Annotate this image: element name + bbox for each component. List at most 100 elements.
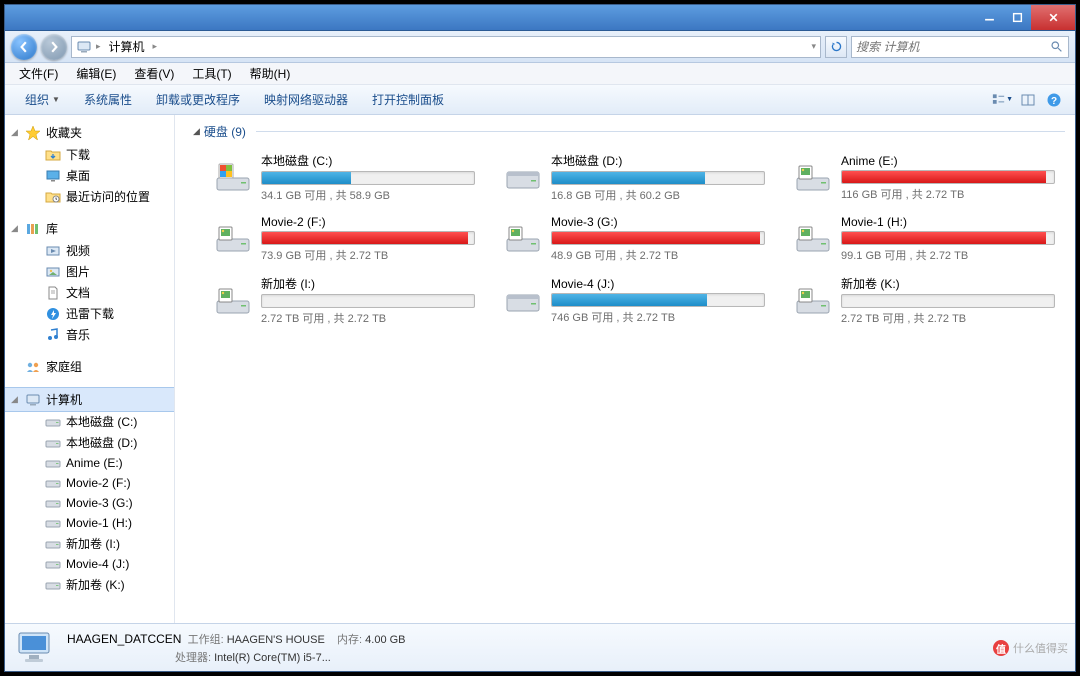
sidebar-libraries-label: 库 [46, 220, 58, 237]
drive-item[interactable]: 本地磁盘 (C:) 34.1 GB 可用 , 共 58.9 GB [209, 146, 479, 209]
desktop-icon [45, 168, 61, 184]
refresh-button[interactable] [825, 36, 847, 58]
sidebar-item-label: 新加卷 (I:) [66, 535, 120, 552]
sidebar-item-label: 本地磁盘 (C:) [66, 413, 137, 430]
breadcrumb-sep: ▸ [96, 41, 101, 52]
close-button[interactable] [1031, 5, 1075, 30]
drive-item[interactable]: Movie-3 (G:) 48.9 GB 可用 , 共 2.72 TB [499, 209, 769, 269]
drive-item[interactable]: Anime (E:) 116 GB 可用 , 共 2.72 TB [789, 146, 1059, 209]
sidebar-item-label: Movie-4 (J:) [66, 557, 129, 571]
sidebar-item-recent[interactable]: 最近访问的位置 [5, 186, 174, 207]
drive-small-icon [45, 475, 61, 491]
maximize-button[interactable] [1003, 5, 1031, 30]
sidebar-item-video[interactable]: 视频 [5, 240, 174, 261]
drive-icon [503, 219, 543, 259]
sidebar-item-drive[interactable]: Anime (E:) [5, 453, 174, 473]
drive-free: 48.9 GB 可用 , 共 2.72 TB [551, 247, 765, 263]
computer-large-icon [15, 629, 57, 667]
drive-icon [793, 158, 833, 198]
cpu-value: Intel(R) Core(TM) i5-7... [214, 652, 331, 664]
sidebar-homegroup-label: 家庭组 [46, 358, 82, 375]
sidebar-computer-head[interactable]: ◢计算机 [5, 388, 174, 411]
menu-file[interactable]: 文件(F) [11, 63, 66, 84]
drive-bar [261, 294, 475, 308]
sidebar-item-drive[interactable]: 本地磁盘 (C:) [5, 411, 174, 432]
drive-item[interactable]: Movie-4 (J:) 746 GB 可用 , 共 2.72 TB [499, 269, 769, 332]
drive-name: Movie-4 (J:) [551, 277, 765, 291]
drive-free: 16.8 GB 可用 , 共 60.2 GB [551, 187, 765, 203]
address-bar[interactable]: ▸ 计算机 ▸ ▾ [71, 36, 821, 58]
sidebar-item-xunlei[interactable]: 迅雷下载 [5, 303, 174, 324]
sidebar-item-documents[interactable]: 文档 [5, 282, 174, 303]
computer-icon [76, 39, 92, 55]
search-box[interactable] [851, 36, 1069, 58]
sidebar-item-drive[interactable]: Movie-4 (J:) [5, 554, 174, 574]
sidebar-item-drive[interactable]: Movie-1 (H:) [5, 513, 174, 533]
menu-view[interactable]: 查看(V) [126, 63, 182, 84]
sidebar-item-drive[interactable]: 新加卷 (K:) [5, 574, 174, 595]
view-button[interactable]: ▼ [991, 89, 1013, 111]
minimize-button[interactable] [975, 5, 1003, 30]
sidebar-favorites-head[interactable]: ◢收藏夹 [5, 121, 174, 144]
menu-help[interactable]: 帮助(H) [242, 63, 299, 84]
forward-button[interactable] [41, 34, 67, 60]
sidebar: ◢收藏夹 下载 桌面 最近访问的位置 ◢库 视频 图片 文档 迅雷下载 音乐 家… [5, 115, 175, 623]
details-name: HAAGEN_DATCCEN [67, 632, 181, 646]
drive-bar [261, 171, 475, 185]
drive-item[interactable]: 本地磁盘 (D:) 16.8 GB 可用 , 共 60.2 GB [499, 146, 769, 209]
help-button[interactable]: ? [1043, 89, 1065, 111]
workgroup-label: 工作组: [188, 634, 224, 646]
sidebar-item-label: Movie-3 (G:) [66, 496, 133, 510]
search-input[interactable] [856, 40, 1048, 54]
sidebar-favorites: ◢收藏夹 下载 桌面 最近访问的位置 [5, 121, 174, 207]
drive-free: 73.9 GB 可用 , 共 2.72 TB [261, 247, 475, 263]
video-icon [45, 243, 61, 259]
group-header[interactable]: ◢ 硬盘 (9) [185, 119, 1065, 146]
sidebar-computer-label: 计算机 [46, 391, 82, 408]
sidebar-item-pictures[interactable]: 图片 [5, 261, 174, 282]
addr-dropdown-icon[interactable]: ▾ [811, 41, 816, 52]
properties-button[interactable]: 系统属性 [74, 87, 142, 112]
drive-item[interactable]: 新加卷 (I:) 2.72 TB 可用 , 共 2.72 TB [209, 269, 479, 332]
watermark-icon: 值 [993, 640, 1009, 656]
drive-bar [841, 231, 1055, 245]
drive-small-icon [45, 435, 61, 451]
mapdrive-button[interactable]: 映射网络驱动器 [254, 87, 358, 112]
sidebar-item-desktop[interactable]: 桌面 [5, 165, 174, 186]
menu-edit[interactable]: 编辑(E) [68, 63, 124, 84]
main-pane: ◢ 硬盘 (9) 本地磁盘 (C:) 34.1 GB 可用 , 共 58.9 G… [175, 115, 1075, 623]
drive-item[interactable]: Movie-2 (F:) 73.9 GB 可用 , 共 2.72 TB [209, 209, 479, 269]
body: ◢收藏夹 下载 桌面 最近访问的位置 ◢库 视频 图片 文档 迅雷下载 音乐 家… [5, 115, 1075, 623]
sidebar-item-label: 本地磁盘 (D:) [66, 434, 137, 451]
sidebar-item-downloads[interactable]: 下载 [5, 144, 174, 165]
sidebar-item-music[interactable]: 音乐 [5, 324, 174, 345]
drive-bar [551, 293, 765, 307]
titlebar [5, 5, 1075, 31]
sidebar-item-label: 视频 [66, 242, 90, 259]
drive-icon [503, 281, 543, 321]
sidebar-item-label: Movie-1 (H:) [66, 516, 132, 530]
sidebar-item-drive[interactable]: 本地磁盘 (D:) [5, 432, 174, 453]
drive-item[interactable]: 新加卷 (K:) 2.72 TB 可用 , 共 2.72 TB [789, 269, 1059, 332]
sidebar-item-drive[interactable]: 新加卷 (I:) [5, 533, 174, 554]
sidebar-homegroup-head[interactable]: 家庭组 [5, 355, 174, 378]
drives-container: 本地磁盘 (C:) 34.1 GB 可用 , 共 58.9 GB 本地磁盘 (D… [185, 146, 1065, 332]
drive-small-icon [45, 515, 61, 531]
sidebar-item-drive[interactable]: Movie-3 (G:) [5, 493, 174, 513]
preview-button[interactable] [1017, 89, 1039, 111]
search-icon [1048, 39, 1064, 55]
navbar: ▸ 计算机 ▸ ▾ [5, 31, 1075, 63]
uninstall-button[interactable]: 卸载或更改程序 [146, 87, 250, 112]
organize-button[interactable]: 组织 ▼ [15, 87, 70, 112]
drive-name: 本地磁盘 (D:) [551, 152, 765, 169]
back-button[interactable] [11, 34, 37, 60]
drive-free: 116 GB 可用 , 共 2.72 TB [841, 186, 1055, 202]
sidebar-libraries: ◢库 视频 图片 文档 迅雷下载 音乐 [5, 217, 174, 345]
sidebar-item-drive[interactable]: Movie-2 (F:) [5, 473, 174, 493]
breadcrumb-computer[interactable]: 计算机 [105, 38, 149, 55]
sidebar-libraries-head[interactable]: ◢库 [5, 217, 174, 240]
drive-item[interactable]: Movie-1 (H:) 99.1 GB 可用 , 共 2.72 TB [789, 209, 1059, 269]
menu-tools[interactable]: 工具(T) [184, 63, 239, 84]
sidebar-item-label: 桌面 [66, 167, 90, 184]
controlpanel-button[interactable]: 打开控制面板 [362, 87, 454, 112]
